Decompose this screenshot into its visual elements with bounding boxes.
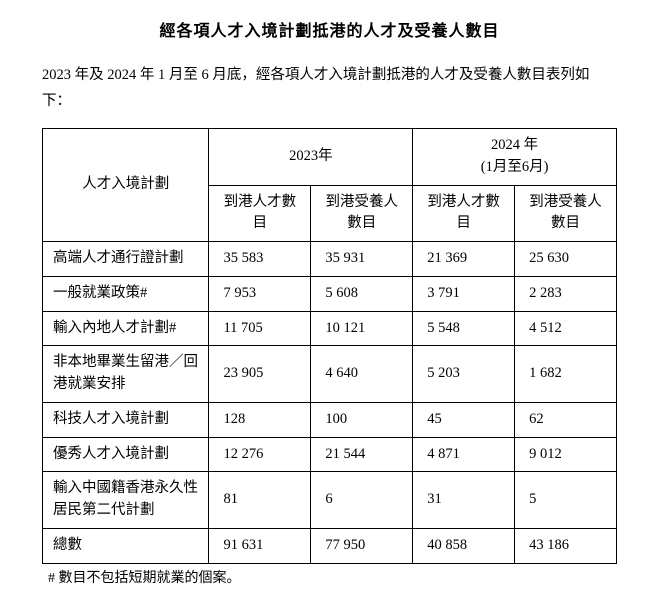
header-scheme: 人才入境計劃: [43, 129, 209, 242]
cell: 11 705: [209, 311, 311, 346]
row-label: 優秀人才入境計劃: [43, 437, 209, 472]
cell: 5: [515, 472, 617, 529]
table-row: 一般就業政策# 7 953 5 608 3 791 2 283: [43, 276, 617, 311]
subheader-talent-2024: 到港人才數目: [413, 185, 515, 242]
footnote: # 數目不包括短期就業的個案。: [42, 568, 617, 589]
cell: 5 548: [413, 311, 515, 346]
cell: 4 512: [515, 311, 617, 346]
intro-paragraph: 2023 年及 2024 年 1 月至 6 月底，經各項人才入境計劃抵港的人才及…: [42, 62, 617, 114]
header-period-2024: 2024 年 (1月至6月): [413, 129, 617, 186]
table-row: 高端人才通行證計劃 35 583 35 931 21 369 25 630: [43, 242, 617, 277]
cell: 35 583: [209, 242, 311, 277]
cell: 100: [311, 402, 413, 437]
cell: 10 121: [311, 311, 413, 346]
subheader-talent-2023: 到港人才數目: [209, 185, 311, 242]
subheader-dependant-2023: 到港受養人數目: [311, 185, 413, 242]
cell: 9 012: [515, 437, 617, 472]
table-row: 輸入內地人才計劃# 11 705 10 121 5 548 4 512: [43, 311, 617, 346]
cell: 128: [209, 402, 311, 437]
cell: 3 791: [413, 276, 515, 311]
cell: 12 276: [209, 437, 311, 472]
cell: 45: [413, 402, 515, 437]
cell: 7 953: [209, 276, 311, 311]
cell: 6: [311, 472, 413, 529]
cell: 77 950: [311, 528, 413, 563]
cell: 4 640: [311, 346, 413, 403]
cell: 43 186: [515, 528, 617, 563]
row-label: 非本地畢業生留港／回港就業安排: [43, 346, 209, 403]
table-row: 優秀人才入境計劃 12 276 21 544 4 871 9 012: [43, 437, 617, 472]
table-row-total: 總數 91 631 77 950 40 858 43 186: [43, 528, 617, 563]
cell: 5 608: [311, 276, 413, 311]
cell: 1 682: [515, 346, 617, 403]
page-title: 經各項人才入境計劃抵港的人才及受養人數目: [42, 20, 617, 44]
cell: 62: [515, 402, 617, 437]
table-row: 輸入中國籍香港永久性居民第二代計劃 81 6 31 5: [43, 472, 617, 529]
talent-table: 人才入境計劃 2023年 2024 年 (1月至6月) 到港人才數目 到港受養人…: [42, 128, 617, 564]
cell: 40 858: [413, 528, 515, 563]
row-label: 科技人才入境計劃: [43, 402, 209, 437]
cell: 81: [209, 472, 311, 529]
row-label: 高端人才通行證計劃: [43, 242, 209, 277]
row-label: 輸入內地人才計劃#: [43, 311, 209, 346]
cell: 25 630: [515, 242, 617, 277]
row-label: 一般就業政策#: [43, 276, 209, 311]
table-row: 非本地畢業生留港／回港就業安排 23 905 4 640 5 203 1 682: [43, 346, 617, 403]
cell: 21 544: [311, 437, 413, 472]
cell: 2 283: [515, 276, 617, 311]
row-label: 輸入中國籍香港永久性居民第二代計劃: [43, 472, 209, 529]
cell: 4 871: [413, 437, 515, 472]
table-row: 科技人才入境計劃 128 100 45 62: [43, 402, 617, 437]
subheader-dependant-2024: 到港受養人數目: [515, 185, 617, 242]
cell: 21 369: [413, 242, 515, 277]
header-period-2023: 2023年: [209, 129, 413, 186]
cell: 91 631: [209, 528, 311, 563]
cell: 35 931: [311, 242, 413, 277]
row-label: 總數: [43, 528, 209, 563]
cell: 5 203: [413, 346, 515, 403]
cell: 23 905: [209, 346, 311, 403]
cell: 31: [413, 472, 515, 529]
